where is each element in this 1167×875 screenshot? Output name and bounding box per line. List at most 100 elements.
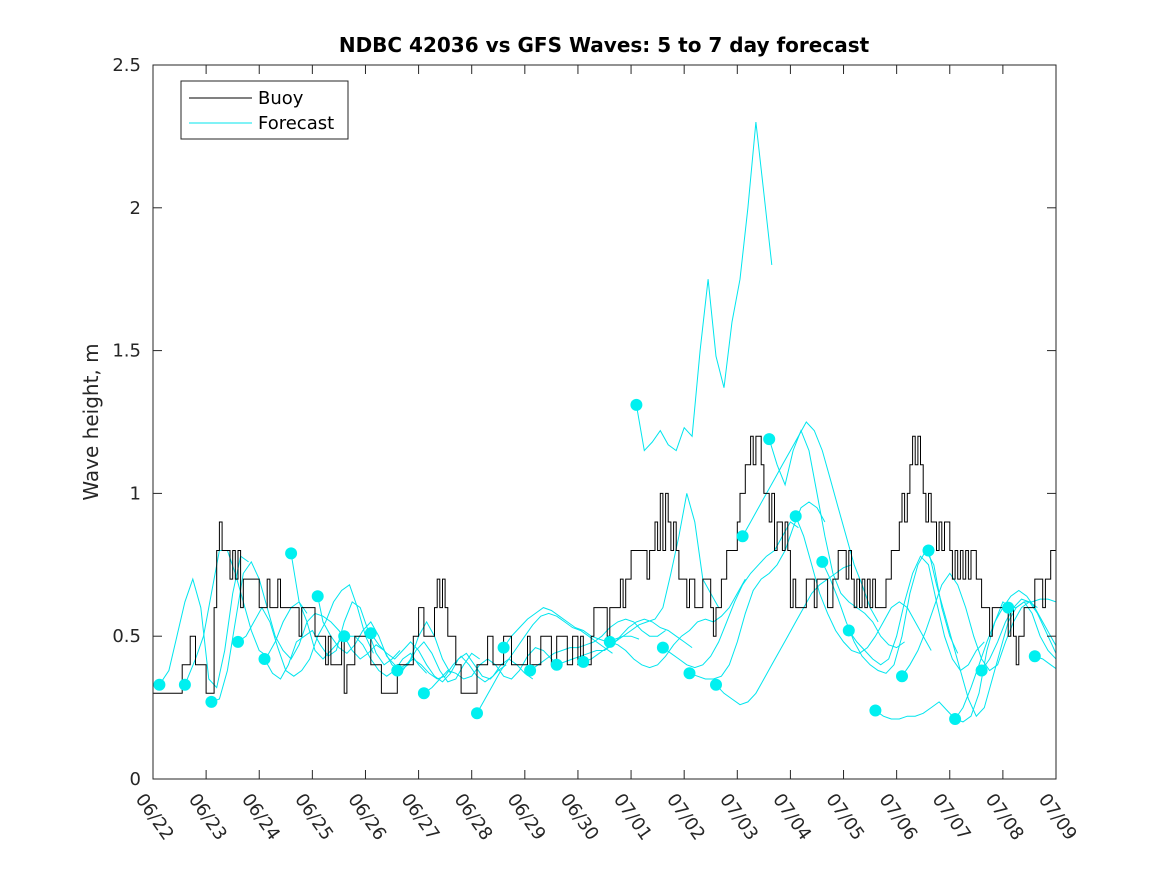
forecast-start-marker-8 [364,627,377,640]
forecast-start-marker-4 [258,653,271,665]
forecast-line-11 [476,612,613,714]
x-tick-label-5: 06/27 [397,790,444,845]
y-tick-label-3: 1.5 [112,341,141,362]
forecast-start-marker-18 [656,641,669,654]
plot-background [153,65,1056,779]
plot-area [152,64,1057,780]
legend-buoy-label: Buoy [258,88,304,109]
forecast-start-marker-31 [1002,601,1015,614]
x-tick-label-13: 07/05 [821,790,868,845]
forecast-line-1 [184,550,308,685]
y-tick-label-4: 2 [130,198,141,219]
forecast-layer [158,122,1056,723]
x-tick-label-12: 07/04 [768,790,815,845]
y-tick-label-0: 0 [130,769,141,790]
forecast-start-marker-5 [285,547,298,560]
chart-title: NDBC 42036 vs GFS Waves: 5 to 7 day fore… [339,33,870,57]
forecast-start-marker-6 [311,590,324,603]
forecast-start-marker-3 [232,635,244,648]
x-tick-label-11: 07/03 [715,790,762,845]
forecast-line-28 [928,550,1056,718]
forecast-start-marker-1 [178,678,191,691]
forecast-start-marker-30 [975,664,988,677]
forecast-start-marker-11 [471,707,483,720]
forecast-start-marker-28 [922,544,935,557]
x-tick-label-10: 07/02 [662,790,709,845]
forecast-start-marker-29 [949,713,962,725]
forecast-line-2 [211,560,348,703]
forecast-start-marker-14 [550,658,563,671]
forecast-line-12 [503,607,640,648]
forecast-line-19 [689,501,826,680]
forecast-start-marker-25 [842,624,855,637]
plot-frame [152,64,1057,780]
forecast-start-marker-16 [603,635,616,648]
forecast-line-23 [795,516,932,654]
legend-forecast-label: Forecast [258,113,334,134]
forecast-line-20 [715,564,852,706]
forecast-start-marker-15 [577,655,590,668]
forecast-start-marker-24 [816,555,829,568]
forecast-start-marker-9 [391,664,404,677]
forecast-start-marker-12 [497,641,510,654]
forecast-start-marker-23 [789,510,802,523]
forecast-line-18 [662,521,799,669]
x-tick-label-0: 06/22 [131,790,178,845]
x-tick-label-4: 06/26 [343,790,390,845]
forecast-line-30 [981,598,1056,671]
forecast-start-marker-20 [710,678,722,691]
x-tick-label-7: 06/29 [503,790,550,845]
forecast-start-marker-19 [683,667,696,680]
x-tick-label-2: 06/24 [237,790,284,845]
forecast-line-25 [848,555,985,672]
forecast-start-marker-2 [205,695,218,708]
forecast-line-26 [875,601,1012,723]
x-tick-label-16: 07/08 [981,790,1028,845]
x-tick-label-1: 06/23 [184,790,231,845]
forecast-line-22 [768,429,905,649]
forecast-start-marker-17 [630,398,643,411]
x-tick-label-15: 07/07 [928,790,975,845]
forecast-start-marker-0 [153,678,166,691]
marker-layer [153,398,1041,725]
forecast-start-marker-32 [1028,650,1041,663]
forecast-line-10 [423,647,560,694]
forecast-line-7 [343,635,480,683]
x-tick-label-6: 06/28 [450,790,497,845]
legend-box [180,80,349,140]
forecast-line-32 [1034,655,1056,670]
forecast-line-17 [635,122,773,452]
forecast-line-4 [264,601,401,680]
y-axis-label: Wave height, m [79,343,103,500]
legend: Buoy Forecast [180,80,349,140]
forecast-line-0 [158,555,249,689]
forecast-start-marker-10 [417,687,430,700]
forecast-start-marker-26 [869,704,882,717]
buoy-layer [153,435,1056,694]
y-tick-label-1: 0.5 [112,626,141,647]
forecast-line-13 [529,618,666,671]
y-tick-label-5: 2.5 [112,55,141,76]
forecast-line-3 [237,584,374,677]
forecast-line-24 [821,549,959,674]
forecast-line-16 [609,578,746,669]
forecast-start-marker-13 [524,664,537,677]
forecast-start-marker-7 [338,630,351,643]
forecast-line-14 [556,618,693,666]
forecast-line-21 [742,421,879,623]
forecast-line-6 [317,596,451,674]
forecast-line-31 [1008,598,1056,609]
forecast-start-marker-22 [763,433,776,446]
forecast-line-5 [290,553,427,677]
forecast-start-marker-21 [736,530,749,543]
forecast-start-marker-27 [896,670,908,683]
x-tick-label-3: 06/25 [290,790,337,845]
forecast-line-15 [583,493,720,663]
x-tick-label-9: 07/01 [609,790,656,845]
forecast-line-9 [397,655,534,683]
y-tick-label-2: 1 [130,483,141,504]
x-tick-label-8: 06/30 [556,790,603,845]
x-tick-label-14: 07/06 [875,790,922,845]
tick-layer [152,64,1057,780]
